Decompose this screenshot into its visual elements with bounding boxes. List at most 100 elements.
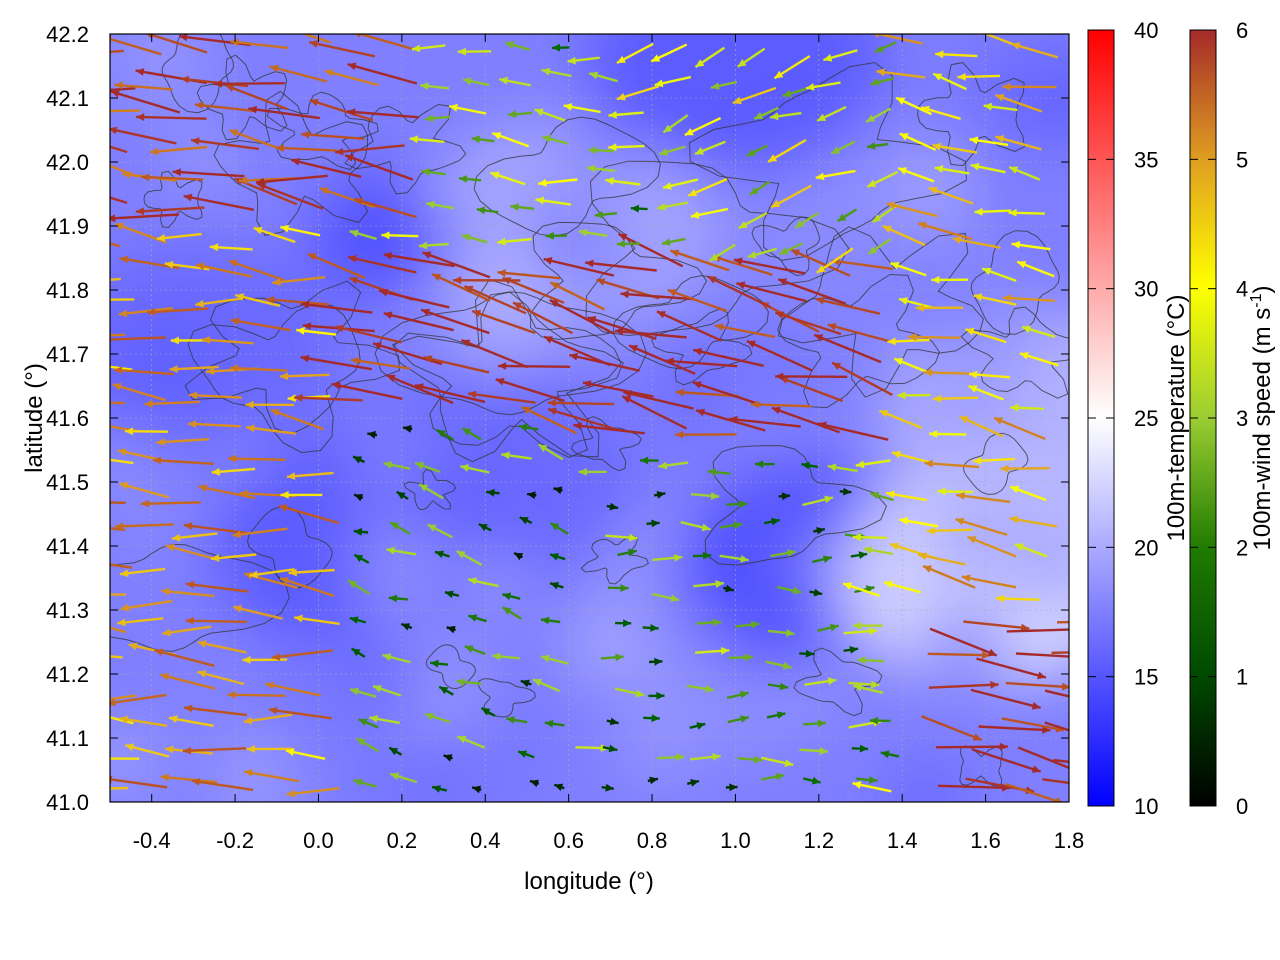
- terrain-contour: [477, 678, 536, 718]
- wind-arrow-head: [210, 554, 220, 562]
- wind-arrow-head: [670, 594, 680, 602]
- wind-arrow-head: [172, 168, 181, 177]
- wind-arrow-head: [818, 421, 827, 430]
- wind-arrow-head: [827, 323, 837, 331]
- wind-arrow-head: [870, 491, 880, 500]
- wind-arrow-shaft: [1044, 689, 1069, 698]
- wind-arrow-shaft: [300, 356, 372, 371]
- wind-arrow-head: [782, 89, 792, 98]
- wind-arrow-head: [335, 147, 344, 156]
- wind-arrow-shaft: [279, 577, 335, 598]
- wind-arrow-head: [345, 154, 354, 162]
- wind-arrow-shaft: [275, 146, 338, 152]
- wind-arrow-shaft: [813, 333, 882, 364]
- wind-arrow-shaft: [301, 132, 365, 140]
- wind-arrow-head: [253, 226, 263, 235]
- wind-arrow-head: [349, 277, 359, 285]
- wind-arrow-head: [1055, 797, 1063, 802]
- x-tick-label: -0.2: [216, 828, 254, 853]
- wind-arrow-head: [732, 96, 742, 105]
- wind-arrow-head: [481, 708, 491, 716]
- wind-arrow-head: [609, 502, 619, 511]
- wind-arrow-shaft: [464, 285, 527, 315]
- wind-arrow-head: [589, 71, 599, 80]
- wind-arrow-head: [657, 203, 666, 211]
- wind-arrow-shaft: [110, 196, 128, 205]
- wind-arrow-head: [91, 362, 100, 370]
- wind-arrow-head: [921, 105, 930, 114]
- wind-arrow-head: [923, 565, 932, 573]
- wind-arrow-head: [118, 309, 128, 318]
- wind-arrow-head: [801, 461, 810, 470]
- wind-arrow-head: [229, 129, 239, 137]
- wind-colorbar-tick-label: 5: [1236, 147, 1248, 172]
- wind-arrow-head: [1017, 261, 1027, 269]
- wind-arrow-shaft: [150, 145, 208, 154]
- wind-arrow-head: [863, 546, 873, 554]
- wind-arrow-head: [714, 323, 724, 331]
- wind-arrow-head: [506, 716, 515, 724]
- wind-arrow-head: [187, 420, 197, 428]
- wind-arrow-head: [739, 690, 749, 699]
- x-tick-label: 1.8: [1054, 828, 1085, 853]
- temperature-colorbar: 10 15 20 25 30 35 40 100m-temperature (°C): [1087, 18, 1190, 819]
- wind-arrow-head: [778, 278, 787, 286]
- wind-arrow-head: [870, 78, 880, 86]
- wind-arrow-head: [161, 587, 170, 596]
- wind-arrow-head: [401, 623, 411, 631]
- wind-arrow-head: [514, 552, 524, 561]
- wind-arrow-head: [791, 249, 801, 257]
- wind-arrow-head: [495, 378, 505, 386]
- wind-arrow-head: [879, 410, 889, 418]
- wind-arrow-head: [1010, 403, 1019, 412]
- temperature-colorbar-label: 100m-temperature (°C): [1163, 294, 1190, 541]
- wind-arrow-head: [249, 570, 258, 579]
- wind-arrow-head: [651, 519, 660, 528]
- wind-arrow-head: [379, 288, 388, 297]
- grid-lines: [110, 34, 1069, 802]
- wind-arrow-shaft: [114, 523, 174, 528]
- wind-arrow-shaft: [110, 563, 133, 569]
- wind-arrow-head: [396, 491, 406, 500]
- wind-arrow-head: [990, 680, 999, 689]
- wind-arrow-head: [823, 54, 833, 62]
- wind-arrow-head: [656, 311, 666, 319]
- wind-arrow-head: [784, 759, 794, 767]
- wind-arrow-head: [179, 34, 188, 42]
- wind-arrow-shaft: [935, 745, 1008, 749]
- wind-arrow-head: [403, 424, 412, 433]
- wind-arrow-shaft: [248, 107, 320, 120]
- x-tick-label: 0.2: [387, 828, 418, 853]
- wind-arrow-shaft: [335, 325, 402, 344]
- wind-arrow-head: [749, 187, 759, 195]
- wind-arrow-shaft: [271, 649, 334, 659]
- wind-arrow-head: [623, 619, 632, 628]
- wind-arrow-shaft: [471, 309, 536, 335]
- wind-arrow-head: [422, 251, 432, 259]
- wind-arrow-head: [120, 569, 129, 578]
- wind-arrow-shaft: [161, 589, 215, 598]
- wind-arrow-head: [120, 603, 130, 612]
- wind-arrow-head: [309, 40, 318, 48]
- wind-arrow-shaft: [114, 83, 173, 91]
- wind-arrow-head: [285, 748, 295, 756]
- wind-arrow-head: [805, 83, 815, 91]
- terrain-contour: [473, 116, 661, 237]
- wind-arrow-shaft: [331, 382, 403, 400]
- wind-arrow-head: [319, 187, 329, 195]
- wind-arrow-head: [630, 204, 640, 213]
- wind-arrow-head: [1117, 764, 1126, 772]
- wind-arrow-shaft: [961, 575, 1017, 589]
- wind-arrow-head: [715, 580, 724, 588]
- wind-arrow-head: [918, 552, 927, 560]
- wind-arrow-head: [869, 716, 879, 725]
- terrain-contour: [970, 230, 1060, 335]
- wind-arrow-shaft: [929, 627, 998, 657]
- wind-arrow-head: [970, 162, 980, 171]
- wind-arrow-head: [110, 335, 111, 344]
- wind-arrow-head: [740, 715, 749, 723]
- wind-arrow-head: [725, 584, 734, 593]
- wind-arrow-shaft: [1001, 717, 1065, 732]
- wind-arrow-head: [462, 77, 472, 85]
- wind-arrow-head: [468, 577, 477, 585]
